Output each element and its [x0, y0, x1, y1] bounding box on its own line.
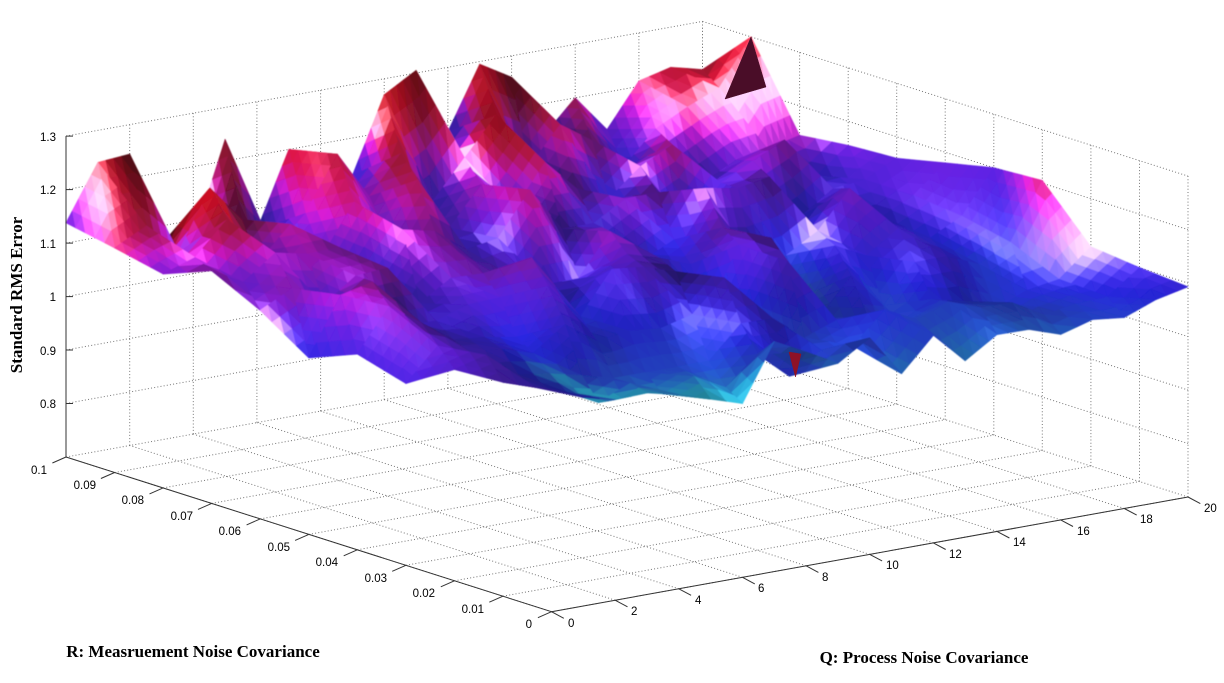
svg-text:0.03: 0.03	[365, 573, 387, 585]
svg-text:0: 0	[568, 618, 574, 630]
svg-text:0.9: 0.9	[40, 346, 56, 358]
svg-text:0.8: 0.8	[40, 399, 56, 411]
svg-text:0.05: 0.05	[268, 542, 290, 554]
svg-text:0.02: 0.02	[413, 588, 435, 600]
svg-text:6: 6	[758, 583, 764, 595]
svg-text:20: 20	[1204, 503, 1217, 515]
svg-text:16: 16	[1077, 526, 1090, 538]
svg-text:1.3: 1.3	[40, 132, 56, 144]
svg-text:0.1: 0.1	[31, 465, 47, 477]
svg-text:18: 18	[1140, 514, 1153, 526]
svg-text:0.06: 0.06	[219, 526, 241, 538]
svg-text:2: 2	[631, 606, 637, 618]
svg-text:0.04: 0.04	[316, 557, 339, 569]
svg-text:12: 12	[949, 549, 962, 561]
svg-text:8: 8	[822, 572, 828, 584]
svg-text:14: 14	[1013, 537, 1026, 549]
svg-text:10: 10	[886, 560, 899, 572]
svg-text:R: Measruement Noise Covarianc: R: Measruement Noise Covariance	[66, 642, 320, 661]
svg-text:1: 1	[50, 292, 56, 304]
svg-text:0.09: 0.09	[74, 480, 96, 492]
svg-text:1.1: 1.1	[40, 239, 56, 251]
svg-text:0.07: 0.07	[171, 511, 193, 523]
svg-text:0.08: 0.08	[122, 495, 144, 507]
svg-text:4: 4	[695, 595, 702, 607]
svg-text:0: 0	[526, 619, 532, 631]
svg-text:1.2: 1.2	[40, 185, 56, 197]
svg-text:Standard RMS Error: Standard RMS Error	[7, 216, 26, 373]
svg-text:Q: Process Noise Covariance: Q: Process Noise Covariance	[820, 648, 1029, 667]
svg-text:0.01: 0.01	[462, 604, 484, 616]
